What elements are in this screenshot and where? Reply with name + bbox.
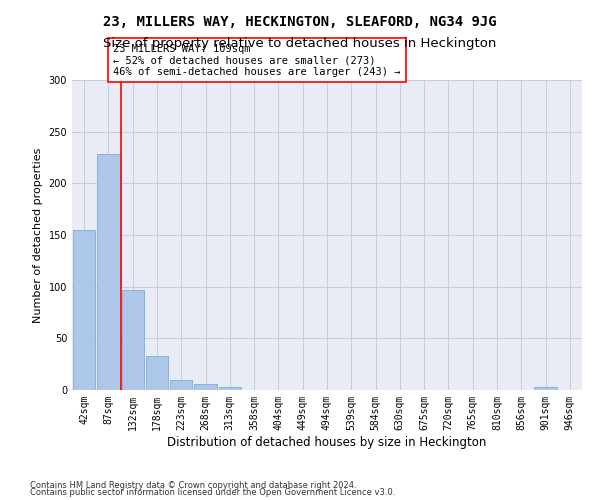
Text: Contains HM Land Registry data © Crown copyright and database right 2024.: Contains HM Land Registry data © Crown c… bbox=[30, 480, 356, 490]
Text: Contains public sector information licensed under the Open Government Licence v3: Contains public sector information licen… bbox=[30, 488, 395, 497]
Bar bbox=[146, 356, 168, 390]
Text: Size of property relative to detached houses in Heckington: Size of property relative to detached ho… bbox=[103, 38, 497, 51]
Bar bbox=[194, 384, 217, 390]
Bar bbox=[97, 154, 119, 390]
Bar bbox=[535, 387, 557, 390]
Text: 23, MILLERS WAY, HECKINGTON, SLEAFORD, NG34 9JG: 23, MILLERS WAY, HECKINGTON, SLEAFORD, N… bbox=[103, 15, 497, 29]
Text: 23 MILLERS WAY: 109sqm
← 52% of detached houses are smaller (273)
46% of semi-de: 23 MILLERS WAY: 109sqm ← 52% of detached… bbox=[113, 44, 400, 77]
Bar bbox=[73, 230, 95, 390]
X-axis label: Distribution of detached houses by size in Heckington: Distribution of detached houses by size … bbox=[167, 436, 487, 448]
Bar bbox=[170, 380, 193, 390]
Y-axis label: Number of detached properties: Number of detached properties bbox=[33, 148, 43, 322]
Bar bbox=[218, 387, 241, 390]
Bar bbox=[122, 290, 144, 390]
